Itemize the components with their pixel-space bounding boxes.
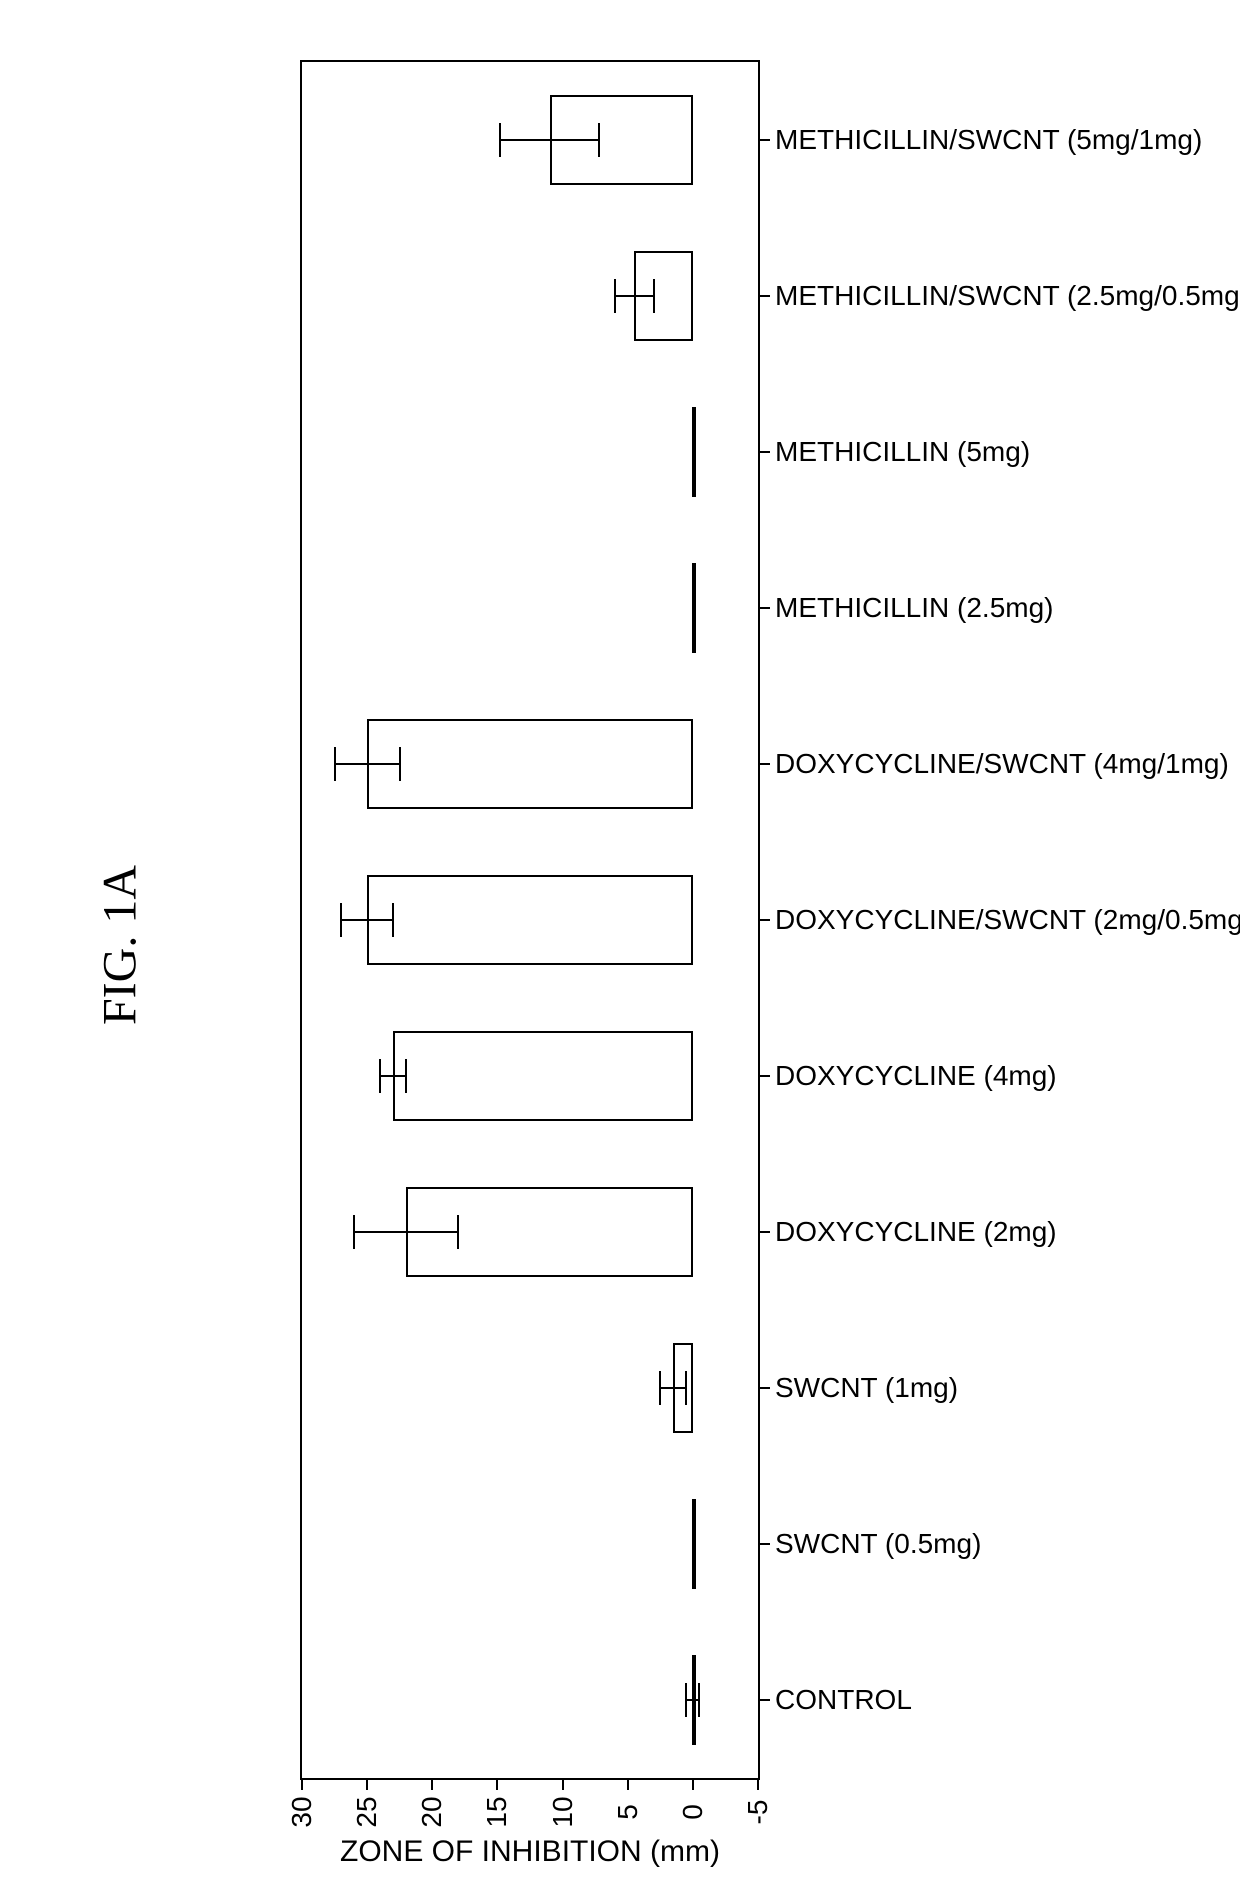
category-label: DOXYCYCLINE (4mg) bbox=[775, 1060, 1057, 1092]
y-tick bbox=[431, 1780, 433, 1790]
category-label: SWCNT (1mg) bbox=[775, 1372, 958, 1404]
y-axis-label: ZONE OF INHIBITION (mm) bbox=[340, 1835, 720, 1869]
error-bar-stem bbox=[660, 1387, 686, 1389]
category-tick bbox=[760, 139, 770, 141]
error-bar-cap bbox=[598, 123, 600, 157]
category-label: METHICILLIN/SWCNT (2.5mg/0.5mg) bbox=[775, 280, 1240, 312]
category-label: DOXYCYCLINE (2mg) bbox=[775, 1216, 1057, 1248]
error-bar-stem bbox=[341, 919, 393, 921]
bar bbox=[367, 719, 693, 809]
error-bar-cap bbox=[685, 1683, 687, 1717]
category-tick bbox=[760, 1075, 770, 1077]
error-bar-stem bbox=[380, 1075, 406, 1077]
category-label: DOXYCYCLINE/SWCNT (4mg/1mg) bbox=[775, 748, 1229, 780]
category-label: SWCNT (0.5mg) bbox=[775, 1528, 981, 1560]
error-bar-stem bbox=[335, 763, 400, 765]
category-tick bbox=[760, 919, 770, 921]
y-tick bbox=[757, 1780, 759, 1790]
error-bar-cap bbox=[659, 1371, 661, 1405]
category-tick bbox=[760, 1231, 770, 1233]
error-bar-cap bbox=[399, 747, 401, 781]
error-bar-cap bbox=[340, 903, 342, 937]
y-tick-label: 15 bbox=[481, 1796, 513, 1827]
category-label: METHICILLIN (5mg) bbox=[775, 436, 1030, 468]
y-tick bbox=[496, 1780, 498, 1790]
error-bar-stem bbox=[500, 139, 599, 141]
error-bar-cap bbox=[698, 1683, 700, 1717]
y-tick-label: 25 bbox=[351, 1796, 383, 1827]
error-bar-cap bbox=[405, 1059, 407, 1093]
figure-title: FIG. 1A bbox=[93, 864, 148, 1024]
chart-plot-area: 302520151050-5 bbox=[300, 60, 760, 1780]
y-tick-label: 0 bbox=[677, 1804, 709, 1820]
error-bar-cap bbox=[653, 279, 655, 313]
category-tick bbox=[760, 763, 770, 765]
bar bbox=[692, 1499, 696, 1589]
error-bar-cap bbox=[353, 1215, 355, 1249]
y-tick-label: 10 bbox=[547, 1796, 579, 1827]
y-tick-label: -5 bbox=[742, 1800, 774, 1825]
error-bar-cap bbox=[334, 747, 336, 781]
error-bar-cap bbox=[499, 123, 501, 157]
bar bbox=[393, 1031, 693, 1121]
y-tick-label: 30 bbox=[286, 1796, 318, 1827]
y-tick bbox=[366, 1780, 368, 1790]
error-bar-stem bbox=[615, 295, 654, 297]
error-bar-stem bbox=[354, 1231, 458, 1233]
bar bbox=[692, 563, 696, 653]
y-tick bbox=[627, 1780, 629, 1790]
error-bar-cap bbox=[685, 1371, 687, 1405]
error-bar-cap bbox=[392, 903, 394, 937]
category-tick bbox=[760, 607, 770, 609]
category-tick bbox=[760, 295, 770, 297]
error-bar-cap bbox=[614, 279, 616, 313]
category-tick bbox=[760, 1543, 770, 1545]
y-tick-label: 5 bbox=[612, 1804, 644, 1820]
bar bbox=[692, 407, 696, 497]
category-tick bbox=[760, 1387, 770, 1389]
category-label: CONTROL bbox=[775, 1684, 912, 1716]
category-label: METHICILLIN (2.5mg) bbox=[775, 592, 1054, 624]
category-label: METHICILLIN/SWCNT (5mg/1mg) bbox=[775, 124, 1202, 156]
category-tick bbox=[760, 451, 770, 453]
page: FIG. 1A 302520151050-5 ZONE OF INHIBITIO… bbox=[0, 0, 1240, 1889]
y-tick bbox=[301, 1780, 303, 1790]
y-tick-label: 20 bbox=[416, 1796, 448, 1827]
y-tick bbox=[692, 1780, 694, 1790]
category-label: DOXYCYCLINE/SWCNT (2mg/0.5mg) bbox=[775, 904, 1240, 936]
category-tick bbox=[760, 1699, 770, 1701]
error-bar-cap bbox=[457, 1215, 459, 1249]
y-tick bbox=[562, 1780, 564, 1790]
error-bar-cap bbox=[379, 1059, 381, 1093]
bar bbox=[367, 875, 693, 965]
